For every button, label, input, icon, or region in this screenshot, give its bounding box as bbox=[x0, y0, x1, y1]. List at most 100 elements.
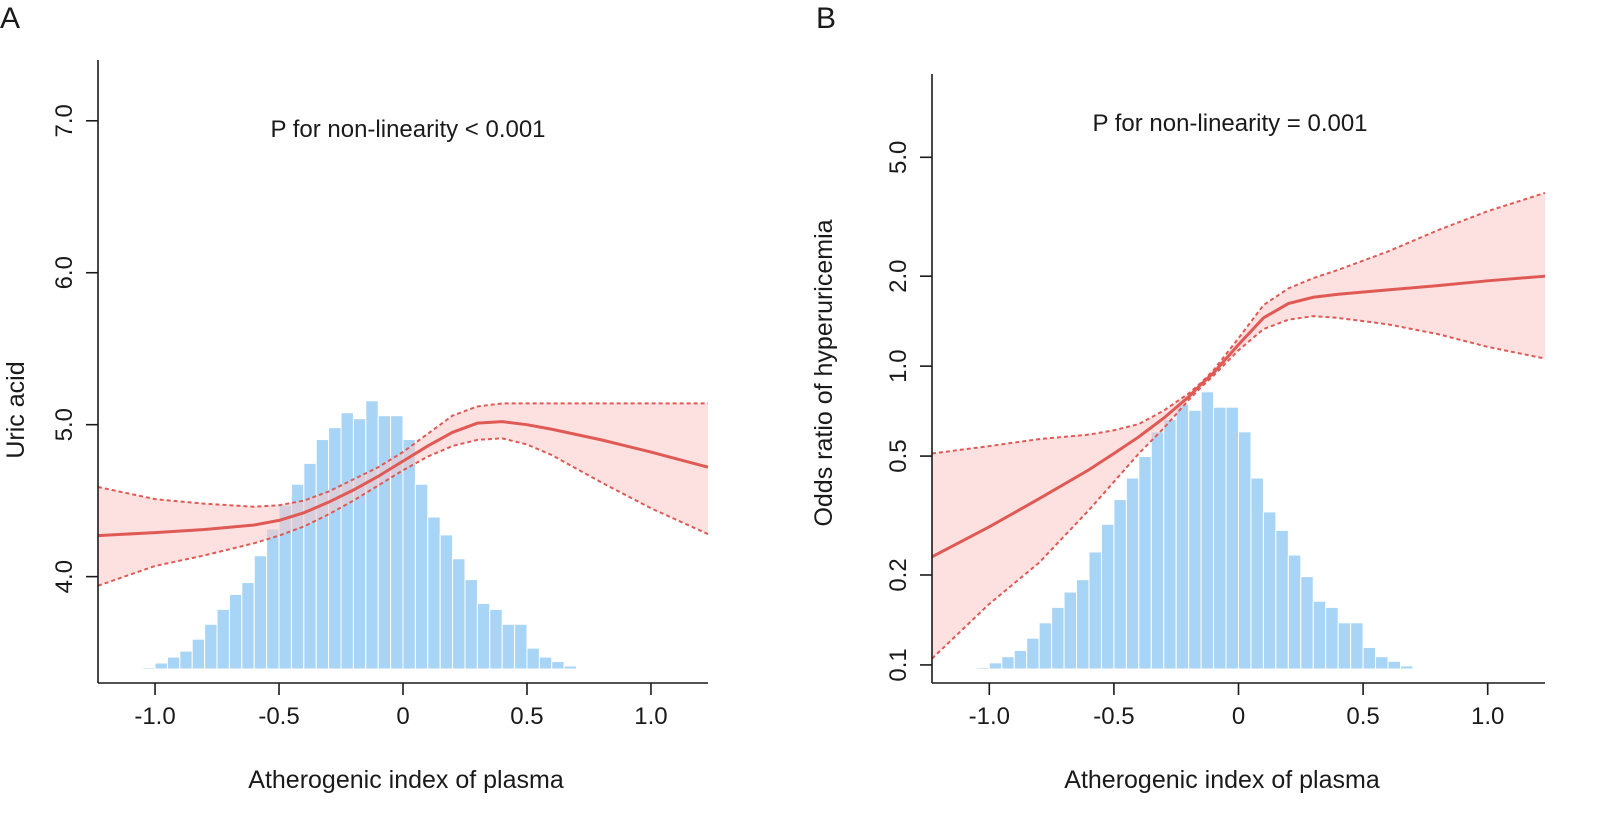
panel-b-lines bbox=[931, 191, 1546, 660]
panel-a-histogram-bar bbox=[489, 608, 503, 670]
panel-a-histogram-bar bbox=[142, 667, 156, 670]
panel-a-histogram-bar bbox=[402, 439, 416, 670]
panel-b-histogram-bar bbox=[1275, 529, 1289, 670]
panel-a-ci-area bbox=[98, 403, 708, 586]
panel-a-y-tick-label: 4.0 bbox=[51, 560, 78, 593]
panel-b-ci-area bbox=[932, 192, 1545, 659]
panel-a-histogram-bar bbox=[514, 623, 528, 670]
panel-b-histogram-bar bbox=[1026, 637, 1040, 670]
panel-b-x-tick-label: 0.5 bbox=[1346, 703, 1379, 730]
panel-a-x-tick-label: -1.0 bbox=[134, 703, 175, 730]
panel-b-histogram-bar bbox=[951, 667, 965, 670]
panel-a-x-tick-label: 1.0 bbox=[634, 703, 667, 730]
panel-b-y-tick-label: 0.2 bbox=[885, 558, 912, 591]
panel-a-histogram-bar bbox=[228, 594, 243, 670]
panel-a-histogram-bar bbox=[328, 427, 342, 670]
panel-b-histogram-bar bbox=[1350, 622, 1364, 670]
panel-a-y-tick-label: 5.0 bbox=[51, 408, 78, 441]
panel-b-histogram-bar bbox=[1287, 554, 1302, 670]
panel-a-x-axis-title: Atherogenic index of plasma bbox=[248, 766, 564, 794]
panel-a-histogram-bar bbox=[501, 623, 516, 670]
panel-a-histogram-bar bbox=[315, 439, 330, 670]
panel-a-histogram-bar bbox=[129, 667, 144, 670]
panel-a-y-axis-title: Uric acid bbox=[2, 361, 30, 458]
panel-a-y-tick-label: 6.0 bbox=[51, 256, 78, 289]
panel-a-fit-line bbox=[97, 420, 709, 538]
panel-b-x-tick-label: 1.0 bbox=[1471, 703, 1504, 730]
panel-a-y-tick-label: 7.0 bbox=[51, 104, 78, 137]
panel-b-histogram-bar bbox=[976, 666, 990, 670]
panel-a-histogram-bar bbox=[204, 623, 218, 670]
panel-a-histogram-bar bbox=[538, 656, 553, 670]
panel-b-histogram-bar bbox=[1399, 665, 1414, 670]
panel-a-x-tick-label: -0.5 bbox=[258, 703, 299, 730]
panel-b-histogram-bar bbox=[1138, 455, 1152, 670]
panel-a-histogram-bar bbox=[117, 667, 131, 670]
panel-a-histogram-bar bbox=[216, 608, 230, 670]
panel-a-lower-ci-line bbox=[97, 437, 709, 587]
panel-b-histogram-bar bbox=[1337, 622, 1352, 670]
panel-b-histogram-bar bbox=[1076, 579, 1090, 670]
panel-b-lower-ci-line bbox=[931, 315, 1546, 660]
panel-b-histogram-bar bbox=[1300, 576, 1314, 670]
panel-b-histogram-bar bbox=[1175, 403, 1190, 670]
panel-a-letter: A bbox=[0, 2, 20, 35]
panel-b-histogram-bar bbox=[1013, 650, 1028, 670]
panel-a-histogram-bar bbox=[303, 462, 317, 670]
panel-a-x-tick-label: 0.5 bbox=[510, 703, 543, 730]
panel-a-histogram-bar bbox=[241, 582, 255, 670]
panel-b-histogram-bar bbox=[1200, 391, 1215, 670]
panel-a-histogram-bar bbox=[427, 516, 441, 670]
panel-b-histogram-bar bbox=[1213, 406, 1227, 670]
panel-a-lines bbox=[97, 402, 709, 587]
panel-a-histogram-bar bbox=[179, 650, 193, 670]
panel-b-histogram-bar bbox=[1325, 606, 1339, 670]
panel-b-x-tick-label: -0.5 bbox=[1093, 703, 1134, 730]
panel-b-histogram-bar bbox=[1088, 551, 1102, 670]
panel-b: B -1.0 -0.5 0 0.5 1.0 0.1 0.2 0.5 1.0 2.0 5.0 P fo… bbox=[810, 2, 1546, 794]
panel-a-histogram-bar bbox=[365, 400, 379, 670]
panel-b-y-tick-label: 1.0 bbox=[885, 349, 912, 382]
panel-a-histogram-bar bbox=[253, 555, 268, 670]
panel-a-histogram-bar bbox=[340, 412, 354, 670]
panel-b-histogram-bar bbox=[1051, 606, 1065, 670]
panel-b-histogram-bar bbox=[1001, 656, 1015, 670]
panel-a-histogram-bar bbox=[526, 647, 540, 670]
panel-a-histogram-bar bbox=[414, 483, 429, 670]
panel-a-histogram-bar bbox=[452, 558, 466, 670]
panel-b-histogram-bar bbox=[988, 662, 1003, 670]
panel-b-histogram-bar bbox=[1225, 406, 1240, 670]
panel-a-ci-band bbox=[98, 403, 708, 586]
panel-b-pvalue-annotation: P for non-linearity = 0.001 bbox=[1092, 110, 1367, 137]
panel-a-histogram-bar bbox=[439, 534, 454, 670]
panel-a-histogram-bar bbox=[191, 638, 206, 670]
panel-b-axes: -1.0 -0.5 0 0.5 1.0 0.1 0.2 0.5 1.0 2.0 5.0 bbox=[885, 74, 1545, 730]
panel-b-x-tick-label: 0 bbox=[1232, 703, 1245, 730]
panel-a-x-tick-label: 0 bbox=[396, 703, 409, 730]
panel-b-y-tick-label: 5.0 bbox=[885, 141, 912, 174]
panel-a-histogram-bar bbox=[166, 656, 181, 670]
panel-b-histogram-bar bbox=[1063, 591, 1078, 670]
panel-b-histogram-bar bbox=[1375, 656, 1389, 670]
panel-a-histogram-bar bbox=[464, 579, 478, 670]
panel-b-y-tick-label: 2.0 bbox=[885, 260, 912, 293]
panel-b-histogram-bar bbox=[1238, 431, 1252, 670]
panel-b-histogram-bar bbox=[1150, 431, 1165, 670]
panel-b-y-tick-label: 0.5 bbox=[885, 439, 912, 472]
panel-b-histogram-bar bbox=[1262, 511, 1277, 670]
panel-b-histogram-bar bbox=[1163, 419, 1177, 670]
panel-b-x-axis-title: Atherogenic index of plasma bbox=[1064, 766, 1380, 794]
panel-b-histogram-bar bbox=[1125, 477, 1140, 670]
panel-b-fit-line bbox=[931, 274, 1546, 559]
panel-b-histogram-bar bbox=[963, 667, 978, 670]
panel-b-histogram-bar bbox=[1387, 660, 1401, 670]
panel-b-histogram-bar bbox=[1312, 600, 1327, 670]
panel-b-x-tick-label: -1.0 bbox=[969, 703, 1010, 730]
panel-b-upper-ci-line bbox=[931, 191, 1546, 455]
panel-a-axes: -1.0 -0.5 0 0.5 1.0 4.0 5.0 6.0 7.0 bbox=[51, 60, 708, 730]
panel-b-histogram-bar bbox=[1188, 409, 1202, 670]
panel-a: A -1.0 -0.5 0 0.5 1.0 4.0 5.0 6.0 7.0 P for non-… bbox=[0, 2, 709, 794]
panel-b-y-axis-title: Odds ratio of hyperuricemia bbox=[810, 219, 838, 526]
panel-a-histogram-bar bbox=[266, 528, 280, 670]
